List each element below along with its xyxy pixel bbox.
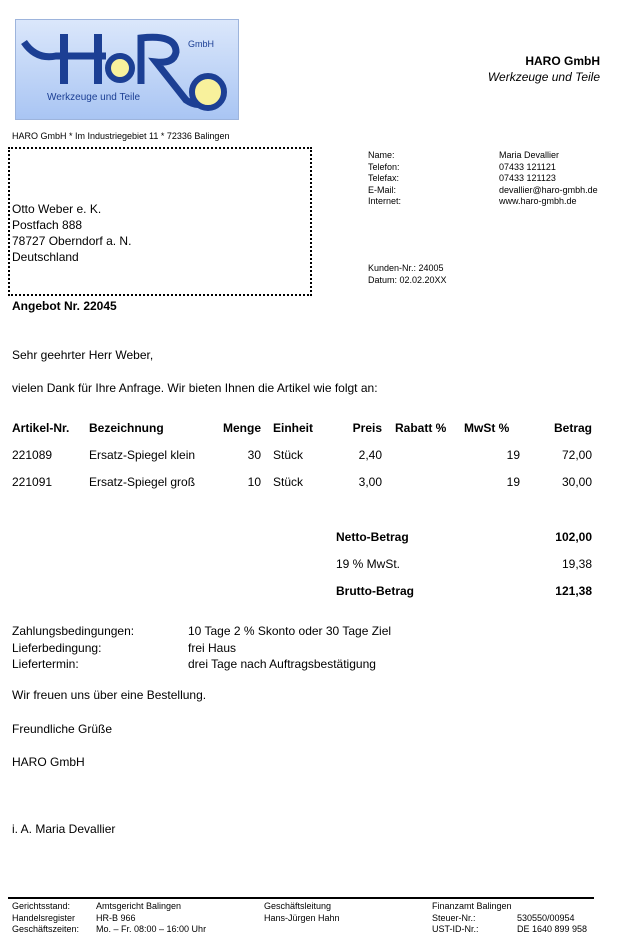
logo-graphic: GmbH Werkzeuge und Teile	[21, 33, 227, 111]
vat-label: 19 % MwSt.	[336, 557, 401, 571]
document-date: Datum: 02.02.20XX	[368, 275, 447, 285]
sender-line: HARO GmbH * Im Industriegebiet 11 * 7233…	[12, 131, 230, 141]
row2-article: 221091	[12, 475, 53, 489]
meta-block: Kunden-Nr.: 24005 Datum: 02.02.20XX	[368, 262, 447, 286]
gross-label: Brutto-Betrag	[336, 584, 414, 598]
col-header-description: Bezeichnung	[89, 421, 164, 435]
delivery-date-label: Liefertermin:	[12, 657, 79, 671]
contact-phone: 07433 121121	[499, 161, 556, 172]
closing-company: HARO GmbH	[12, 755, 85, 769]
payment-terms: 10 Tage 2 % Skonto oder 30 Tage Ziel	[188, 624, 392, 638]
company-logo: GmbH Werkzeuge und Teile	[15, 19, 239, 120]
delivery-date: drei Tage nach Auftragsbestätigung	[188, 657, 376, 671]
footer-col4: Finanzamt Balingen Steuer-Nr.: UST-ID-Nr…	[432, 901, 512, 936]
row2-quantity: 10	[247, 475, 261, 489]
recipient-line: Deutschland	[12, 250, 79, 264]
contact-block: Name: Telefon: Telefax: E-Mail: Internet…	[368, 150, 401, 208]
footer-text: Finanzamt Balingen	[432, 901, 512, 911]
contact-label: Telefon:	[368, 161, 400, 172]
net-label: Netto-Betrag	[336, 530, 409, 544]
recipient-line: Postfach 888	[12, 218, 83, 232]
recipient-address-box	[8, 147, 312, 296]
contact-fax: 07433 121123	[499, 173, 556, 183]
offer-subject: Angebot Nr. 22045	[12, 299, 117, 313]
row1-vat: 19	[506, 448, 520, 462]
company-tagline: Werkzeuge und Teile	[487, 70, 600, 84]
delivery-terms-label: Lieferbedingung:	[12, 640, 102, 655]
logo-gmbh: GmbH	[188, 39, 214, 49]
contact-label: Telefax:	[368, 173, 400, 183]
contact-values: Maria Devallier 07433 121121 07433 12112…	[499, 150, 598, 208]
contact-label: E-Mail:	[368, 184, 397, 195]
footer-text: HR-B 966	[96, 912, 136, 923]
footer-text: Handelsregister	[12, 912, 76, 923]
footer-text: 530550/00954	[517, 912, 575, 923]
footer-col5: 530550/00954 DE 1640 899 958	[517, 913, 587, 936]
contact-label: Name:	[368, 150, 395, 160]
customer-number: Kunden-Nr.: 24005	[368, 263, 444, 273]
row2-unit: Stück	[273, 475, 304, 489]
row2-vat: 19	[506, 475, 520, 489]
company-name: HARO GmbH	[525, 54, 600, 68]
row2-amount: 30,00	[561, 475, 592, 489]
contact-label: Internet:	[368, 196, 402, 206]
closing-line: Wir freuen uns über eine Bestellung.	[12, 688, 207, 702]
contact-name: Maria Devallier	[499, 150, 560, 160]
contact-website[interactable]: www.haro-gmbh.de	[499, 196, 577, 206]
signature: i. A. Maria Devallier	[12, 822, 116, 836]
intro-text: vielen Dank für Ihre Anfrage. Wir bieten…	[12, 381, 378, 395]
col-header-article: Artikel-Nr.	[12, 421, 70, 435]
footer-text: Steuer-Nr.:	[432, 912, 476, 923]
footer-text: Amtsgericht Balingen	[96, 901, 182, 911]
col-header-discount: Rabatt %	[395, 421, 447, 435]
footer-text: Hans-Jürgen Hahn	[264, 912, 340, 923]
greeting: Freundliche Grüße	[12, 722, 113, 736]
terms-values: 10 Tage 2 % Skonto oder 30 Tage Ziel fre…	[188, 623, 391, 673]
row1-description: Ersatz-Spiegel klein	[89, 448, 196, 462]
recipient-line: 78727 Oberndorf a. N.	[12, 234, 132, 248]
row1-amount: 72,00	[561, 448, 592, 462]
col-header-price: Preis	[352, 421, 382, 435]
recipient-line: Otto Weber e. K.	[12, 202, 102, 216]
col-header-quantity: Menge	[222, 421, 261, 435]
logo-slogan: Werkzeuge und Teile	[47, 92, 140, 103]
footer-divider	[8, 897, 594, 899]
footer-text: UST-ID-Nr.:	[432, 924, 479, 934]
net-value: 102,00	[555, 530, 592, 544]
vat-value: 19,38	[561, 557, 592, 571]
footer-col1: Gerichtsstand: Handelsregister Geschäfts…	[12, 901, 79, 936]
row1-article: 221089	[12, 448, 53, 462]
row2-description: Ersatz-Spiegel groß	[89, 475, 196, 489]
payment-terms-label: Zahlungsbedingungen:	[12, 624, 135, 638]
row1-quantity: 30	[247, 448, 261, 462]
footer-text: DE 1640 899 958	[517, 924, 588, 934]
col-header-vat: MwSt %	[464, 421, 510, 435]
gross-value: 121,38	[555, 584, 592, 598]
terms-labels: Zahlungsbedingungen: Lieferbedingung: Li…	[12, 623, 134, 673]
footer-text: Gerichtsstand:	[12, 901, 71, 911]
footer-col3: Geschäftsleitung Hans-Jürgen Hahn	[264, 901, 340, 924]
recipient-address: Otto Weber e. K. Postfach 888 78727 Ober…	[12, 201, 131, 265]
contact-email[interactable]: devallier@haro-gmbh.de	[499, 184, 598, 195]
footer-text: Mo. – Fr. 08:00 – 16:00 Uhr	[96, 924, 207, 934]
footer-col2: Amtsgericht Balingen HR-B 966 Mo. – Fr. …	[96, 901, 206, 936]
footer-text: Geschäftsleitung	[264, 901, 332, 911]
salutation: Sehr geehrter Herr Weber,	[12, 348, 154, 362]
delivery-terms: frei Haus	[188, 640, 237, 655]
row1-price: 2,40	[358, 448, 382, 462]
col-header-amount: Betrag	[553, 421, 592, 435]
footer-text: Geschäftszeiten:	[12, 924, 80, 934]
col-header-unit: Einheit	[273, 421, 314, 435]
row2-price: 3,00	[358, 475, 382, 489]
row1-unit: Stück	[273, 448, 304, 462]
